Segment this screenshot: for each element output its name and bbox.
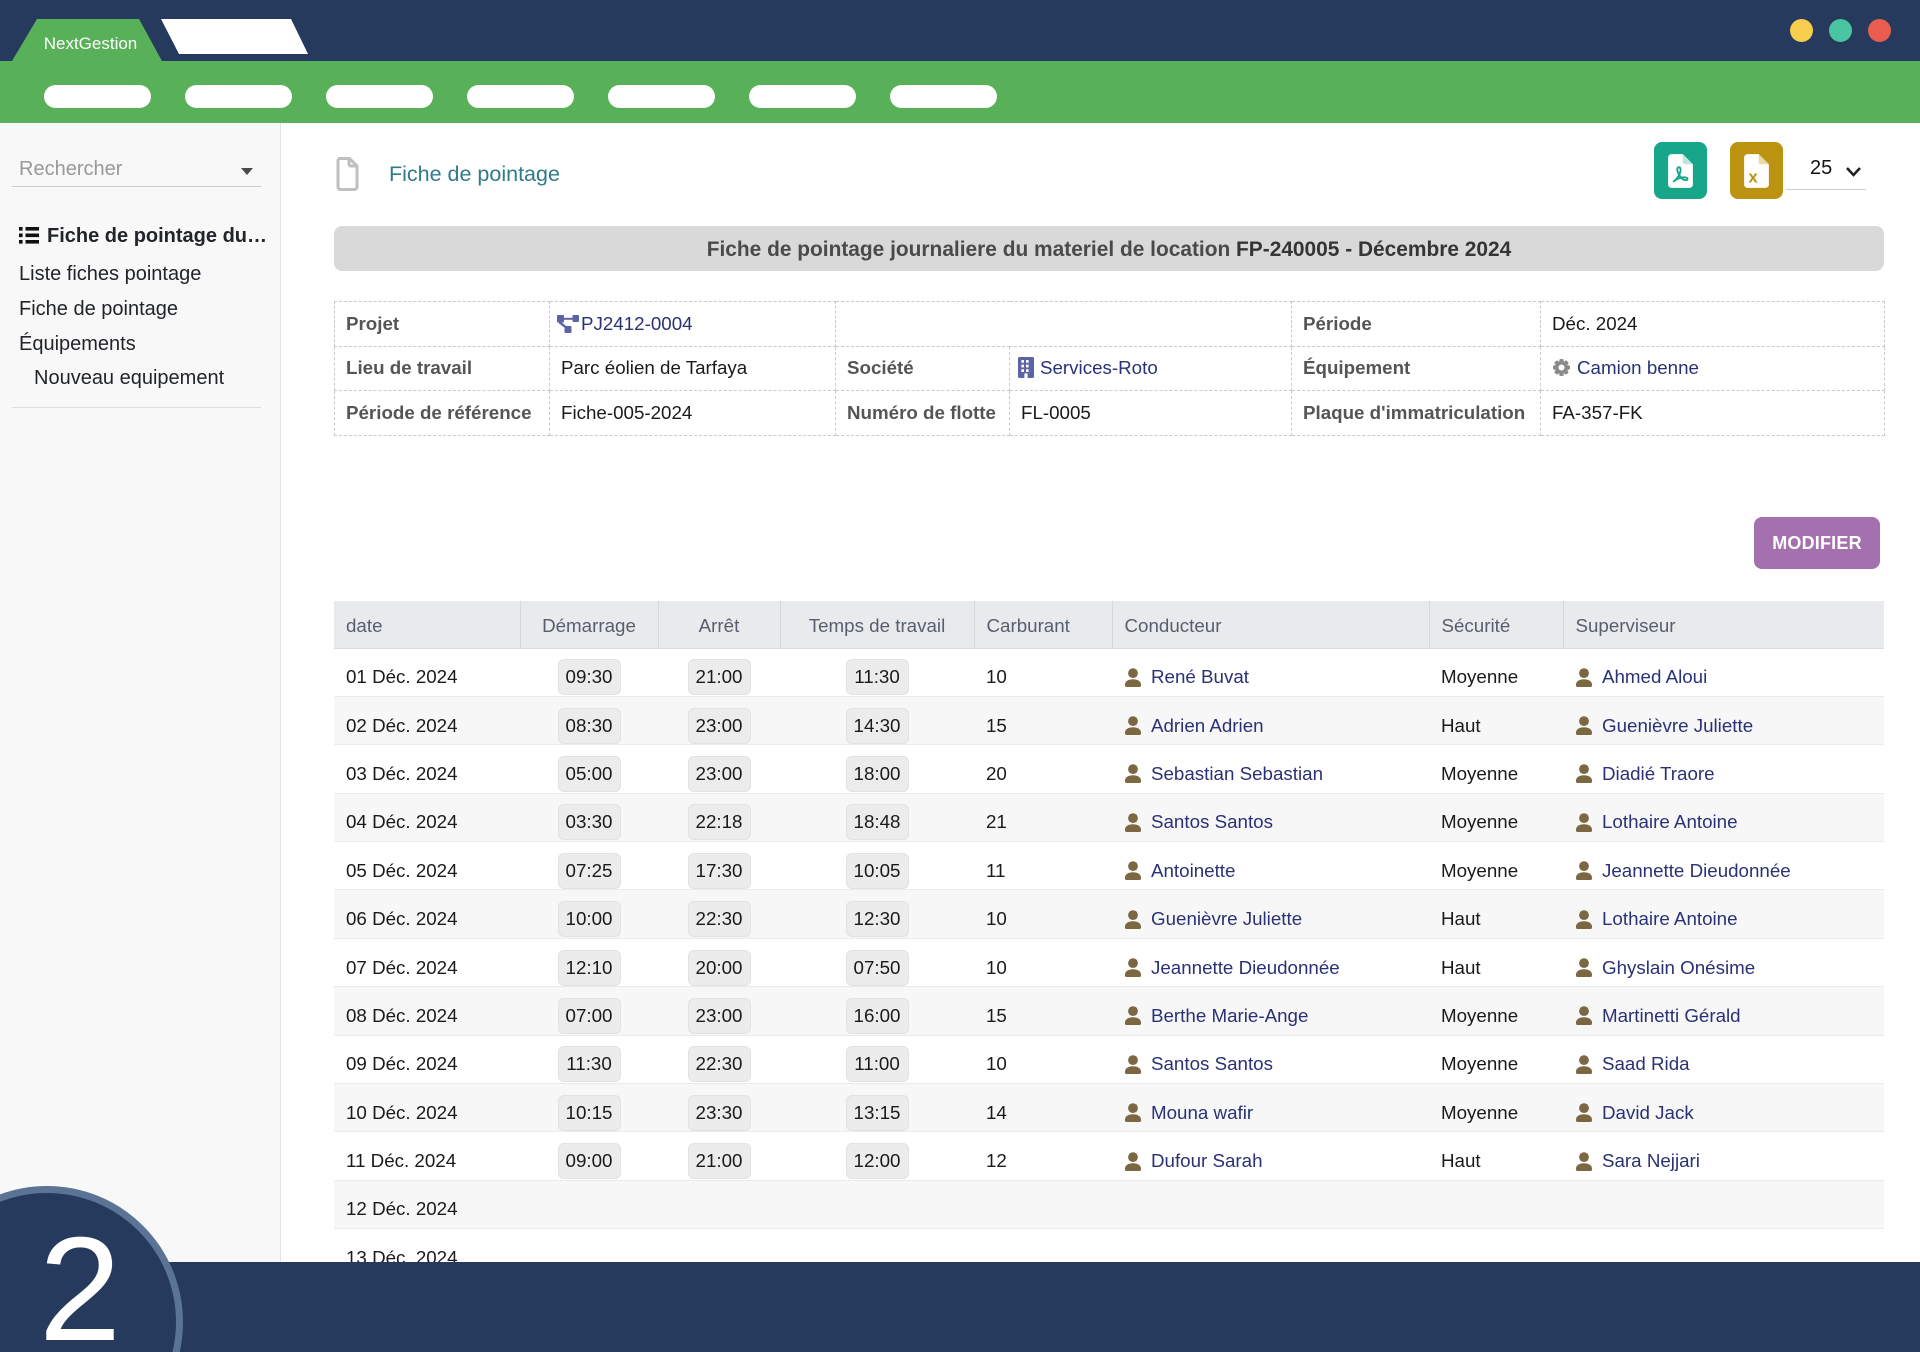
svg-text:x: x [1748, 167, 1758, 186]
